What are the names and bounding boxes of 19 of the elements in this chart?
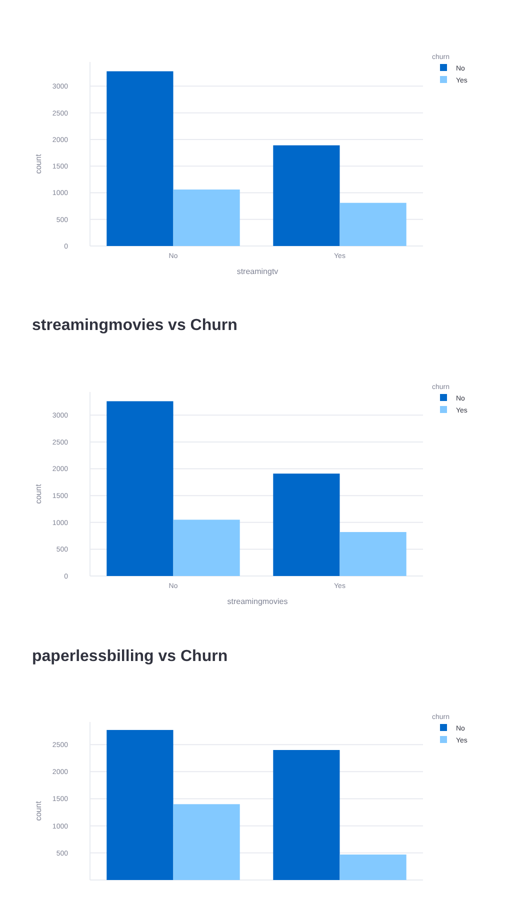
bar <box>106 730 174 880</box>
chart-title: streamingmovies vs Churn <box>32 317 238 334</box>
chart-title: paperlessbilling vs Churn <box>32 648 228 665</box>
bar <box>173 804 240 880</box>
bar <box>106 71 174 246</box>
bar <box>273 474 340 576</box>
bar <box>273 145 340 246</box>
bar <box>340 202 406 246</box>
bar <box>106 401 174 576</box>
bar <box>340 854 406 880</box>
bar <box>340 532 406 576</box>
bar <box>273 750 340 880</box>
y-axis-title: count <box>34 800 43 821</box>
x-axis-title: streamingtv <box>236 267 278 276</box>
x-axis-title: streamingmovies <box>227 597 288 606</box>
y-axis-title: count <box>34 483 43 504</box>
bar <box>173 190 240 246</box>
y-axis-title: count <box>34 153 43 174</box>
bar <box>173 520 240 576</box>
